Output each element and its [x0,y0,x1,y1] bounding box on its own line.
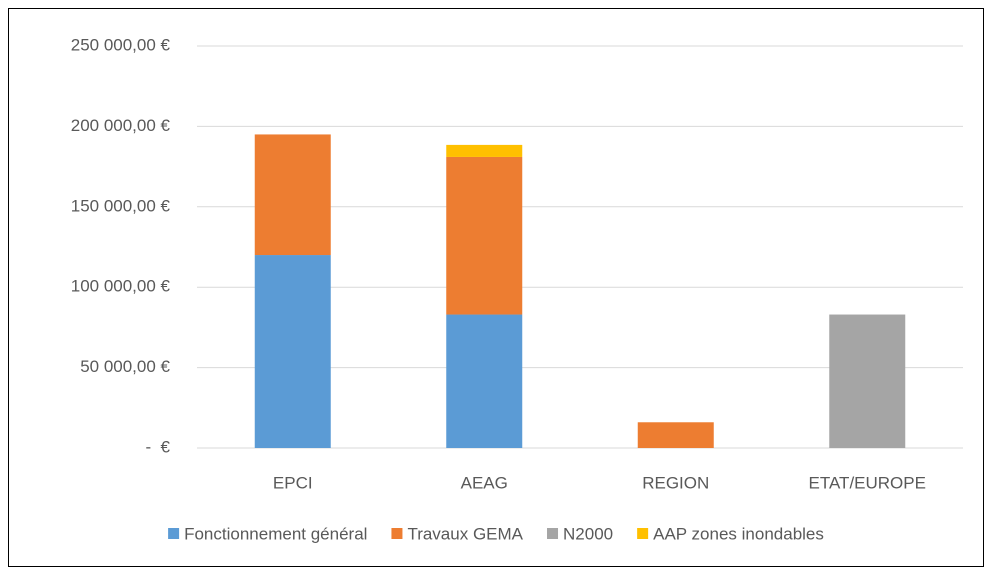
x-tick-label: AEAG [461,473,508,492]
y-tick-label: 200 000,00 € [71,116,171,135]
bar-segment [254,134,331,256]
x-tick-label: EPCI [273,473,313,492]
y-tick-label: - € [145,437,170,456]
y-tick-label: 250 000,00 € [71,35,171,54]
legend-label: AAP zones inondables [653,524,824,543]
legend-swatch [637,528,649,539]
bar-segment [446,314,523,448]
bar-segment [446,144,523,157]
legend-label: Travaux GEMA [407,524,523,543]
x-tick-label: ETAT/EUROPE [809,473,926,492]
y-tick-label: 100 000,00 € [71,277,171,296]
bar-segment [446,156,523,315]
y-tick-label: 150 000,00 € [71,196,171,215]
legend-swatch [168,528,180,539]
legend-swatch [547,528,559,539]
legend-label: N2000 [563,524,613,543]
legend-swatch [391,528,403,539]
bar-segment [637,422,714,448]
bar-segment [254,255,331,448]
legend-label: Fonctionnement général [184,524,367,543]
bar-segment [829,314,906,448]
y-tick-label: 50 000,00 € [80,357,170,376]
x-tick-label: REGION [642,473,709,492]
